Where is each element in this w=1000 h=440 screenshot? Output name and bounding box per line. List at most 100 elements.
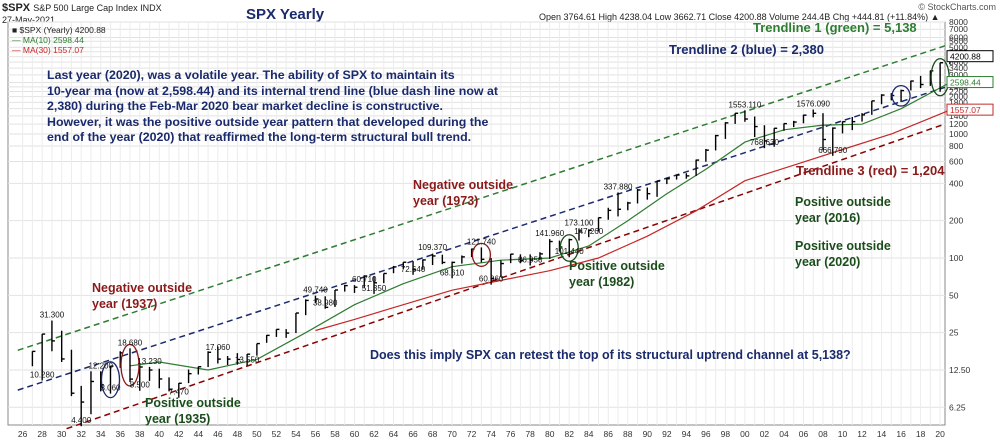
y-tick-label: 7000 — [949, 24, 968, 34]
neg1973-line1: Negative outside — [413, 178, 514, 192]
x-tick-label: 60 — [350, 429, 360, 439]
x-tick-label: 72 — [467, 429, 477, 439]
axis-value-tag — [946, 103, 994, 116]
x-tick-label: 14 — [877, 429, 887, 439]
x-tick-label: 34 — [96, 429, 106, 439]
pos2016-label: Positive outside year (2016) — [795, 194, 891, 226]
x-tick-label: 46 — [213, 429, 223, 439]
y-tick-label: 100 — [949, 253, 963, 263]
x-tick-label: 48 — [233, 429, 243, 439]
highlight-circle — [120, 343, 140, 387]
trendline — [17, 45, 946, 352]
x-tick-label: 00 — [740, 429, 750, 439]
axis-value-tag-text: 4200.88 — [950, 52, 981, 62]
price-label: 121.740 — [467, 237, 496, 246]
y-tick-label: 5000 — [949, 42, 968, 52]
price-label: 8.060 — [100, 384, 121, 393]
y-tick-label: 50 — [949, 290, 959, 300]
y-tick-label: 3000 — [949, 70, 968, 80]
x-tick-label: 32 — [76, 429, 86, 439]
stockcharts-brand: © StockCharts.com — [918, 2, 996, 12]
x-tick-label: 40 — [155, 429, 165, 439]
price-label: 86.950 — [518, 256, 543, 265]
x-tick-label: 02 — [760, 429, 770, 439]
y-tick-label: 2200 — [949, 87, 968, 97]
neg1937-line1: Negative outside — [92, 281, 193, 295]
price-label: 109.370 — [418, 243, 447, 252]
moving-average-line — [315, 109, 951, 332]
highlight-circle — [471, 242, 492, 268]
y-tick-label: 5600 — [949, 36, 968, 46]
main-commentary: Last year (2020), was a volatile year. T… — [47, 68, 498, 146]
price-label: 72.640 — [401, 265, 426, 274]
x-tick-label: 74 — [486, 429, 496, 439]
x-tick-label: 42 — [174, 429, 184, 439]
trendline1-label: Trendline 1 (green) = 5,138 — [753, 20, 917, 35]
x-tick-label: 06 — [799, 429, 809, 439]
x-tick-label: 12 — [857, 429, 867, 439]
price-label: 7.470 — [169, 388, 190, 397]
x-tick-label: 26 — [18, 429, 28, 439]
x-tick-label: 54 — [291, 429, 301, 439]
price-label: 68.610 — [440, 268, 465, 277]
x-tick-label: 96 — [701, 429, 711, 439]
x-tick-label: 08 — [818, 429, 828, 439]
y-tick-label: 3400 — [949, 63, 968, 73]
x-tick-label: 98 — [721, 429, 731, 439]
price-label: 141.960 — [535, 229, 564, 238]
x-tick-label: 44 — [194, 429, 204, 439]
x-tick-label: 56 — [311, 429, 321, 439]
y-tick-label: 400 — [949, 178, 963, 188]
x-tick-label: 18 — [916, 429, 926, 439]
price-label: 17.060 — [206, 343, 231, 352]
x-tick-label: 84 — [584, 429, 594, 439]
y-tick-label: 2000 — [949, 92, 968, 102]
price-label: 13.550 — [235, 356, 260, 365]
price-label: 49.740 — [303, 286, 328, 295]
y-tick-label: 25 — [949, 328, 959, 338]
legend-ma30: — MA(30) 1557.07 — [12, 45, 84, 55]
x-tick-label: 92 — [662, 429, 672, 439]
neg1973-line2: year (1973) — [413, 194, 479, 208]
highlight-circle — [100, 361, 121, 399]
price-label: 1553.110 — [729, 100, 762, 109]
y-tick-label: 600 — [949, 156, 963, 166]
x-tick-label: 30 — [57, 429, 67, 439]
y-tick-label: 1800 — [949, 97, 968, 107]
pos2020-line1: Positive outside — [795, 239, 891, 253]
price-label: 173.100 — [565, 218, 594, 227]
x-tick-label: 64 — [389, 429, 399, 439]
x-tick-label: 78 — [525, 429, 535, 439]
y-tick-label: 1400 — [949, 111, 968, 121]
x-tick-label: 20 — [935, 429, 945, 439]
pos1982-label: Positive outside year (1982) — [569, 258, 665, 290]
commentary-line: 2,380) during the Feb-Mar 2020 bear mark… — [47, 99, 443, 113]
y-tick-label: 1200 — [949, 119, 968, 129]
x-tick-label: 94 — [682, 429, 692, 439]
price-label: 51.350 — [362, 284, 387, 293]
price-label: 101.440 — [555, 247, 584, 256]
x-tick-label: 80 — [545, 429, 555, 439]
pos1982-line1: Positive outside — [569, 259, 665, 273]
symbol-text: $SPX — [2, 2, 31, 14]
x-tick-label: 66 — [408, 429, 418, 439]
pos1935-line1: Positive outside — [145, 396, 241, 410]
trendline — [66, 123, 946, 430]
price-label: 10.280 — [30, 371, 55, 380]
chart-title: SPX Yearly — [246, 6, 325, 23]
x-tick-label: 36 — [116, 429, 126, 439]
x-tick-label: 82 — [564, 429, 574, 439]
x-tick-label: 52 — [272, 429, 282, 439]
ohlc-readout: Open 3764.61 High 4238.04 Low 3662.71 Cl… — [539, 12, 940, 22]
plot-frame — [7, 21, 946, 426]
price-label: 60.710 — [352, 275, 377, 284]
highlight-circle — [891, 85, 911, 107]
x-tick-label: 90 — [643, 429, 653, 439]
neg1937-line2: year (1937) — [92, 297, 158, 311]
price-label: 337.880 — [604, 182, 633, 191]
price-label: 60.960 — [479, 275, 504, 284]
y-tick-label: 200 — [949, 216, 963, 226]
y-tick-label: 1000 — [949, 129, 968, 139]
x-tick-label: 88 — [623, 429, 633, 439]
